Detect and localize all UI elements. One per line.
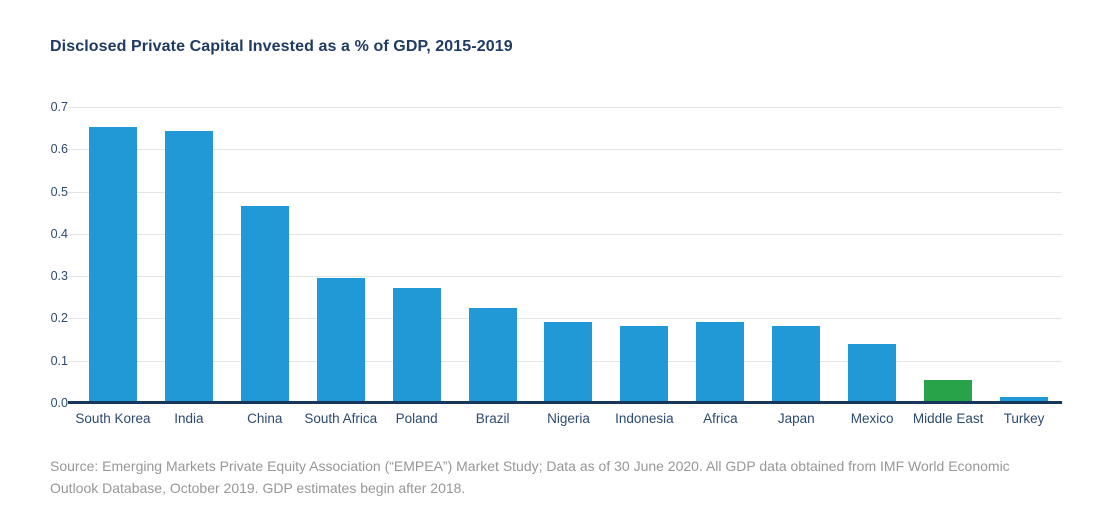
x-tick-label-india: India <box>174 411 204 426</box>
bar-slot-south-korea <box>75 107 151 403</box>
bar-slot-africa <box>682 107 758 403</box>
x-tick-label-nigeria: Nigeria <box>547 411 590 426</box>
x-tick-label-brazil: Brazil <box>475 411 510 426</box>
y-tick-label-0.4: 0.4 <box>50 226 68 241</box>
x-tick-label-poland: Poland <box>395 411 438 426</box>
y-tick-label-0.0: 0.0 <box>50 396 68 410</box>
y-tick-label-0.2: 0.2 <box>50 311 68 326</box>
y-tick-label-0.1: 0.1 <box>50 353 68 368</box>
bar-south-africa <box>316 278 365 403</box>
bar-mexico <box>848 343 897 403</box>
x-tick-label-japan: Japan <box>777 411 815 426</box>
y-tick-label-0.5: 0.5 <box>50 184 68 199</box>
plot-area <box>68 107 1062 404</box>
gridline-0.3 <box>68 276 1062 278</box>
gridline-0.5 <box>68 191 1062 193</box>
y-tick-label-0.6: 0.6 <box>50 142 68 157</box>
gridline-0.4 <box>68 233 1062 235</box>
bar-slot-brazil <box>455 107 531 403</box>
bar-slot-turkey <box>986 107 1062 403</box>
bar-india <box>164 131 213 403</box>
bar-slot-south-africa <box>303 107 379 403</box>
y-tick-label-0.3: 0.3 <box>50 269 68 284</box>
x-axis-baseline <box>68 401 1062 404</box>
bar-china <box>240 206 289 403</box>
y-tick-label-0.7: 0.7 <box>50 100 68 114</box>
bar-indonesia <box>620 325 669 403</box>
x-tick-label-mexico: Mexico <box>850 411 894 426</box>
bar-slot-india <box>151 107 227 403</box>
bar-middle-east <box>924 379 973 403</box>
bar-slot-poland <box>379 107 455 403</box>
bar-africa <box>696 321 745 403</box>
gridline-0.2 <box>68 318 1062 320</box>
bar-turkey <box>1000 396 1049 403</box>
bar-slot-nigeria <box>531 107 607 403</box>
bar-south-korea <box>88 126 137 403</box>
bar-slot-mexico <box>834 107 910 403</box>
source-text: Source: Emerging Markets Private Equity … <box>50 458 1010 496</box>
x-axis-labels: South Korea India China South Africa Poland B… <box>75 411 1062 426</box>
bar-series <box>75 107 1062 403</box>
x-tick-label-turkey: Turkey <box>1003 411 1045 426</box>
y-axis-labels: 0.0 0.1 0.2 0.3 0.4 0.5 0.6 0.7 <box>0 100 68 410</box>
x-tick-label-indonesia: Indonesia <box>615 411 674 426</box>
bar-slot-japan <box>758 107 834 403</box>
x-tick-label-south-korea: South Korea <box>75 411 151 426</box>
bar-slot-china <box>227 107 303 403</box>
bar-japan <box>772 325 821 403</box>
x-tick-label-south-africa: South Africa <box>304 411 378 426</box>
bar-brazil <box>468 307 517 403</box>
x-tick-label-africa: Africa <box>703 411 738 426</box>
gridline-0.6 <box>68 149 1062 151</box>
gridline-0.7 <box>68 107 1062 108</box>
bar-poland <box>392 287 441 403</box>
chart-title: Disclosed Private Capital Invested as a … <box>50 38 513 55</box>
x-tick-label-middle-east: Middle East <box>912 411 984 426</box>
bar-nigeria <box>544 321 593 403</box>
bar-slot-indonesia <box>606 107 682 403</box>
bar-slot-middle-east <box>910 107 986 403</box>
x-tick-label-china: China <box>247 411 283 426</box>
